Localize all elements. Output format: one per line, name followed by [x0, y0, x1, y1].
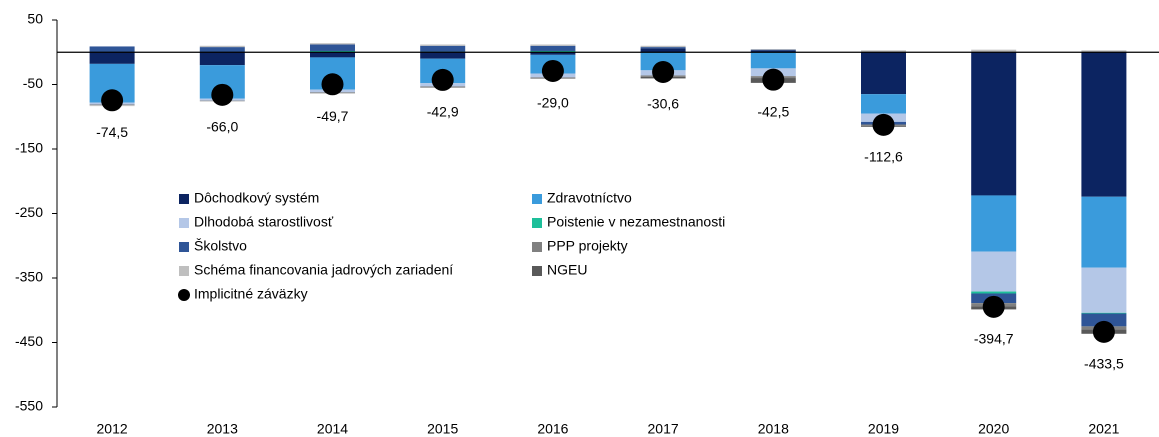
- data-label: -74,5: [96, 124, 128, 140]
- bar-segment: [971, 195, 1017, 252]
- legend-label: PPP projekty: [547, 238, 628, 254]
- data-label: -394,7: [974, 331, 1014, 347]
- dot: [652, 60, 675, 83]
- legend-label: Školstvo: [194, 238, 247, 254]
- legend-label: Poistenie v nezamestnanosti: [547, 214, 725, 230]
- bar-segment: [530, 50, 576, 53]
- dot: [872, 113, 895, 136]
- bar-segment: [1081, 52, 1127, 197]
- x-tick-label: 2017: [648, 421, 679, 437]
- bar-segment: [530, 52, 576, 55]
- bar-segment: [89, 46, 135, 53]
- y-tick-label: -450: [15, 333, 43, 349]
- bar-segment: [310, 44, 355, 51]
- bar-segment: [750, 50, 796, 53]
- y-tick-label: -150: [15, 140, 43, 156]
- dot: [321, 73, 344, 96]
- legend-swatch: [178, 289, 190, 301]
- x-tick-label: 2021: [1088, 421, 1119, 437]
- bar-segment: [861, 50, 906, 53]
- bar-segment: [1081, 312, 1127, 314]
- dot: [211, 83, 234, 106]
- y-tick-label: -50: [23, 75, 43, 91]
- bar-segment: [530, 44, 576, 46]
- x-tick-label: 2019: [868, 421, 899, 437]
- bar-segment: [310, 52, 355, 58]
- bar-segment: [640, 45, 686, 48]
- data-label: -42,9: [427, 104, 459, 120]
- bar-segment: [861, 94, 906, 114]
- bar-segment: [971, 49, 1017, 53]
- bar-segment: [971, 291, 1017, 294]
- x-tick-label: 2013: [207, 421, 238, 437]
- data-label: -29,0: [537, 95, 569, 111]
- bar-segment: [971, 52, 1017, 196]
- x-tick-label: 2016: [537, 421, 568, 437]
- data-label: -30,6: [647, 96, 679, 112]
- bar-segment: [199, 52, 245, 66]
- bar-segment: [750, 49, 796, 51]
- bar-segment: [420, 52, 466, 59]
- data-label: -66,0: [206, 119, 238, 135]
- dot: [1092, 320, 1115, 343]
- bar-segment: [530, 45, 576, 51]
- legend-swatch: [532, 242, 542, 252]
- y-tick-label: -350: [15, 269, 43, 285]
- legend-swatch: [532, 194, 542, 204]
- y-tick-label: -550: [15, 398, 43, 414]
- x-tick-label: 2015: [427, 421, 458, 437]
- legend-label: Zdravotníctvo: [547, 190, 632, 206]
- bar-segment: [971, 251, 1017, 292]
- y-tick-label: 50: [27, 11, 43, 27]
- bar-segment: [750, 49, 796, 50]
- bar-segment: [420, 45, 466, 52]
- x-tick-label: 2012: [97, 421, 128, 437]
- legend-label: Implicitné záväzky: [194, 286, 308, 302]
- dot: [101, 89, 124, 112]
- bar-segment: [199, 47, 245, 53]
- dot: [431, 68, 454, 91]
- bar-segment: [420, 44, 466, 46]
- data-label: -42,5: [757, 103, 789, 119]
- bar-segment: [1081, 50, 1127, 53]
- x-tick-label: 2020: [978, 421, 1009, 437]
- legend-label: Schéma financovania jadrových zariadení: [194, 262, 453, 278]
- legend-swatch: [532, 218, 542, 228]
- bar-segment: [310, 50, 355, 53]
- data-label: -49,7: [317, 108, 349, 124]
- bar-segment: [640, 48, 686, 53]
- x-tick-label: 2018: [758, 421, 789, 437]
- legend-label: NGEU: [547, 262, 587, 278]
- bar-segment: [750, 52, 796, 69]
- bar-segment: [89, 52, 135, 64]
- bar-segment: [1081, 196, 1127, 268]
- bar-segment: [861, 52, 906, 95]
- bar-segment: [1081, 313, 1127, 327]
- bar-segment: [199, 45, 245, 48]
- data-label: -112,6: [864, 149, 903, 165]
- legend-swatch: [179, 218, 189, 228]
- legend-swatch: [179, 194, 189, 204]
- legend-swatch: [179, 242, 189, 252]
- dot: [982, 295, 1005, 318]
- bar-segment: [310, 43, 355, 45]
- y-tick-label: -250: [15, 204, 43, 220]
- legend-swatch: [532, 266, 542, 276]
- bar-segment: [640, 47, 686, 49]
- bar-segment: [1081, 267, 1127, 313]
- legend-label: Dlhodobá starostlivosť: [194, 214, 334, 230]
- data-label: -433,5: [1084, 356, 1124, 372]
- x-tick-label: 2014: [317, 421, 348, 437]
- legend-label: Dôchodkový systém: [194, 190, 319, 206]
- dot: [541, 59, 564, 82]
- dot: [762, 68, 785, 91]
- legend-swatch: [179, 266, 189, 276]
